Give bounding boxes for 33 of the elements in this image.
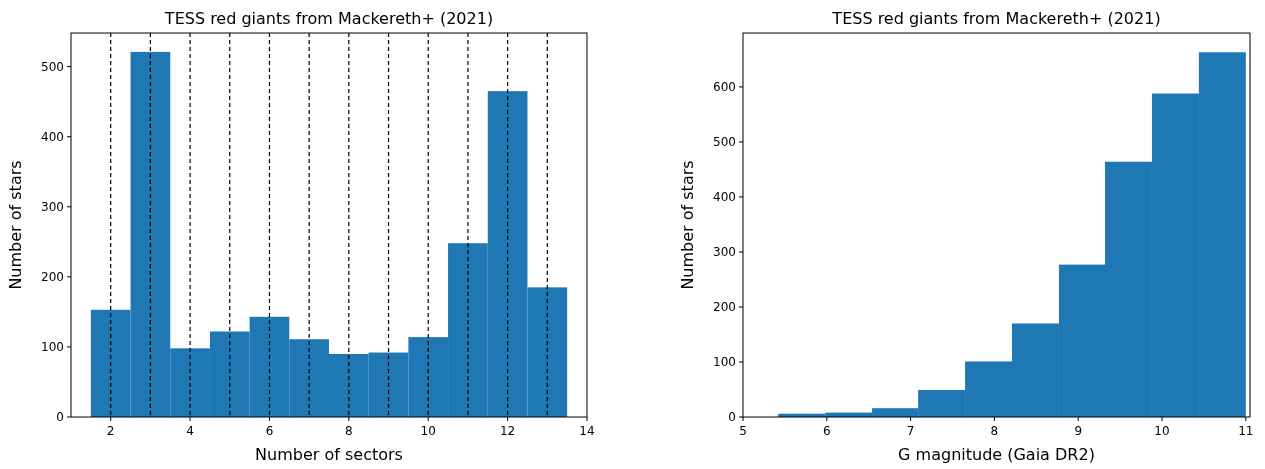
x-tick-label: 12 bbox=[499, 424, 516, 438]
y-tick-label: 100 bbox=[713, 354, 736, 369]
x-tick-label: 9 bbox=[1074, 424, 1083, 438]
y-axis-title: Number of stars bbox=[678, 160, 697, 290]
y-tick-label: 100 bbox=[41, 339, 64, 354]
x-tick-label: 10 bbox=[420, 424, 436, 438]
y-tick-label: 400 bbox=[713, 189, 736, 204]
y-tick-label: 200 bbox=[41, 269, 64, 284]
y-tick-label: 0 bbox=[728, 410, 736, 424]
x-tick-label: 6 bbox=[822, 424, 831, 438]
chart-title: TESS red giants from Mackereth+ (2021) bbox=[831, 9, 1161, 28]
y-tick-label: 300 bbox=[713, 244, 736, 259]
y-tick-label: 500 bbox=[713, 134, 736, 149]
y-tick-label: 300 bbox=[41, 199, 64, 214]
y-tick-label: 400 bbox=[41, 129, 64, 144]
x-tick-label: 8 bbox=[990, 424, 999, 438]
x-tick-label: 5 bbox=[739, 424, 747, 438]
x-tick-label: 7 bbox=[906, 424, 915, 438]
x-tick-label: 10 bbox=[1154, 424, 1170, 438]
x-tick-label: 11 bbox=[1238, 424, 1254, 438]
y-tick-label: 500 bbox=[41, 59, 64, 74]
y-tick-label: 200 bbox=[713, 299, 736, 314]
x-tick-label: 4 bbox=[186, 424, 194, 438]
x-tick-label: 2 bbox=[106, 424, 115, 438]
x-axis-title: G magnitude (Gaia DR2) bbox=[898, 445, 1095, 464]
y-axis-title: Number of stars bbox=[6, 160, 25, 290]
x-tick-label: 8 bbox=[345, 424, 353, 438]
y-tick-label: 600 bbox=[713, 79, 736, 94]
x-tick-label: 14 bbox=[579, 424, 595, 438]
y-tick-label: 0 bbox=[56, 410, 64, 424]
x-axis-title: Number of sectors bbox=[255, 445, 403, 464]
chart-title: TESS red giants from Mackereth+ (2021) bbox=[163, 9, 494, 28]
x-tick-label: 6 bbox=[265, 424, 274, 438]
